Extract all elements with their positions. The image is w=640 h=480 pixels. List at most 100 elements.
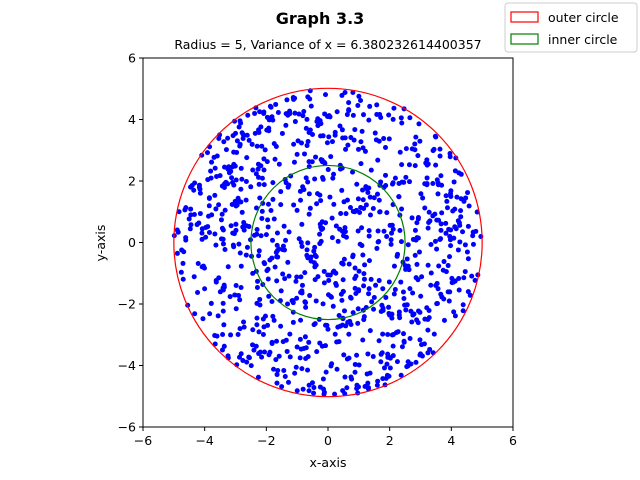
- scatter-point: [400, 289, 406, 295]
- scatter-point: [361, 112, 367, 118]
- scatter-point: [244, 155, 250, 161]
- scatter-point: [403, 146, 409, 152]
- x-tick-label: 2: [386, 433, 394, 448]
- scatter-point: [222, 247, 228, 253]
- scatter-point: [360, 337, 366, 343]
- scatter-point: [267, 257, 273, 263]
- scatter-point: [435, 191, 441, 197]
- scatter-point: [192, 311, 198, 317]
- scatter-point: [275, 109, 281, 115]
- scatter-point: [366, 291, 372, 297]
- scatter-point: [237, 118, 243, 124]
- scatter-point: [263, 232, 269, 238]
- scatter-point: [180, 260, 186, 266]
- scatter-point: [326, 134, 332, 140]
- scatter-point: [443, 193, 449, 199]
- scatter-point: [383, 375, 389, 381]
- scatter-point: [343, 234, 349, 240]
- scatter-point: [239, 209, 245, 215]
- scatter-point: [384, 210, 390, 216]
- scatter-point: [191, 274, 197, 280]
- scatter-point: [303, 175, 309, 181]
- scatter-point: [227, 294, 233, 300]
- scatter-point: [259, 143, 265, 149]
- scatter-point: [355, 306, 361, 312]
- scatter-point: [424, 175, 430, 181]
- scatter-point: [229, 202, 235, 208]
- scatter-point: [458, 208, 464, 214]
- scatter-point: [389, 311, 395, 317]
- scatter-point: [278, 288, 284, 294]
- scatter-point: [325, 272, 331, 278]
- scatter-point: [327, 194, 333, 200]
- scatter-point: [358, 139, 364, 145]
- scatter-point: [240, 358, 246, 364]
- scatter-point: [187, 226, 193, 232]
- scatter-point: [274, 230, 280, 236]
- scatter-point: [306, 388, 312, 394]
- scatter-point: [272, 156, 278, 162]
- scatter-point: [256, 253, 262, 259]
- scatter-point: [234, 138, 240, 144]
- x-tick-label: 4: [447, 433, 455, 448]
- scatter-point: [438, 221, 444, 227]
- scatter-point: [333, 282, 339, 288]
- scatter-point: [306, 191, 312, 197]
- scatter-point: [299, 282, 305, 288]
- scatter-point: [390, 180, 396, 186]
- scatter-point: [375, 191, 380, 197]
- scatter-point: [267, 349, 273, 355]
- scatter-point: [253, 171, 259, 177]
- scatter-point: [323, 322, 329, 328]
- scatter-point: [197, 211, 203, 217]
- scatter-point: [365, 351, 371, 357]
- scatter-point: [270, 313, 276, 319]
- scatter-point: [254, 322, 260, 328]
- scatter-point: [428, 270, 434, 276]
- scatter-point: [271, 317, 277, 323]
- scatter-point: [213, 279, 219, 285]
- scatter-point: [294, 388, 300, 394]
- scatter-point: [413, 275, 419, 281]
- scatter-point: [294, 207, 300, 213]
- scatter-point: [336, 313, 342, 319]
- scatter-point: [344, 356, 350, 362]
- scatter-point: [370, 354, 376, 360]
- scatter-point: [413, 359, 419, 365]
- scatter-point: [323, 343, 329, 349]
- scatter-point: [311, 385, 317, 391]
- scatter-point: [286, 273, 292, 279]
- scatter-point: [386, 112, 392, 118]
- scatter-point: [437, 146, 443, 152]
- scatter-point: [306, 130, 312, 136]
- scatter-point: [274, 242, 280, 248]
- scatter-point: [191, 212, 197, 218]
- scatter-point: [246, 355, 252, 361]
- scatter-point: [204, 150, 210, 156]
- scatter-point: [302, 270, 308, 276]
- scatter-point: [384, 233, 390, 239]
- scatter-point: [354, 181, 360, 187]
- scatter-point: [383, 172, 389, 178]
- x-axis-label: x-axis: [310, 455, 347, 470]
- scatter-point: [343, 146, 349, 152]
- scatter-point: [212, 192, 218, 198]
- scatter-point: [294, 295, 300, 301]
- scatter-point: [426, 209, 432, 215]
- scatter-point: [472, 277, 478, 283]
- scatter-point: [346, 261, 352, 267]
- scatter-point: [338, 211, 344, 217]
- scatter-point: [245, 112, 251, 118]
- scatter-point: [291, 96, 297, 102]
- scatter-point: [422, 316, 428, 322]
- scatter-point: [273, 101, 279, 107]
- scatter-point: [241, 324, 247, 330]
- scatter-point: [206, 195, 212, 201]
- scatter-point: [376, 338, 382, 344]
- scatter-point: [318, 157, 324, 163]
- scatter-point: [257, 195, 263, 201]
- scatter-point: [298, 289, 304, 295]
- scatter-point: [418, 191, 424, 197]
- scatter-point: [212, 341, 218, 347]
- scatter-point: [272, 264, 278, 270]
